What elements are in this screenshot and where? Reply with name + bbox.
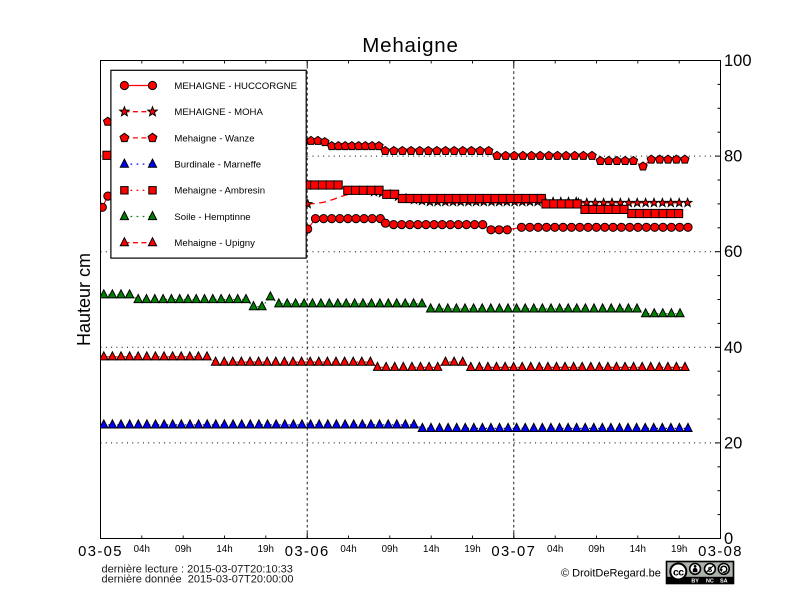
svg-text:09h: 09h bbox=[588, 544, 604, 555]
svg-text:19h: 19h bbox=[258, 544, 274, 555]
svg-text:09h: 09h bbox=[382, 544, 398, 555]
svg-text:14h: 14h bbox=[216, 544, 232, 555]
svg-text:60: 60 bbox=[724, 243, 742, 261]
svg-text:dernière lecture : 2015-03-07T: dernière lecture : 2015-03-07T20:10:33 bbox=[102, 564, 293, 576]
svg-text:© DroitDeRegard.be: © DroitDeRegard.be bbox=[561, 567, 661, 579]
svg-text:14h: 14h bbox=[630, 544, 646, 555]
svg-text:Mehaigne - Wanze: Mehaigne - Wanze bbox=[174, 133, 254, 144]
svg-text:40: 40 bbox=[724, 339, 742, 357]
svg-text:Soile - Hemptinne: Soile - Hemptinne bbox=[174, 212, 250, 223]
svg-text:04h: 04h bbox=[547, 544, 563, 555]
svg-text:19h: 19h bbox=[671, 544, 687, 555]
svg-text:Mehaigne - Ambresin: Mehaigne - Ambresin bbox=[174, 186, 265, 197]
svg-text:03-05: 03-05 bbox=[78, 544, 123, 560]
svg-text:100: 100 bbox=[724, 52, 752, 70]
svg-text:Mehaigne - Upigny: Mehaigne - Upigny bbox=[174, 238, 255, 249]
svg-text:14h: 14h bbox=[423, 544, 439, 555]
svg-text:09h: 09h bbox=[175, 544, 191, 555]
svg-text:dernière donnée 2015-03-07T20: dernière donnée 2015-03-07T20:00:00 bbox=[102, 573, 294, 585]
svg-text:04h: 04h bbox=[134, 544, 150, 555]
svg-text:cc: cc bbox=[673, 566, 684, 578]
svg-text:MEHAIGNE - HUCCORGNE: MEHAIGNE - HUCCORGNE bbox=[174, 81, 297, 92]
svg-text:BY: BY bbox=[691, 579, 699, 585]
svg-text:$: $ bbox=[708, 565, 713, 574]
svg-text:03-08: 03-08 bbox=[698, 544, 743, 560]
svg-text:20: 20 bbox=[724, 434, 742, 452]
svg-text:Mehaigne: Mehaigne bbox=[362, 34, 458, 57]
svg-text:03-07: 03-07 bbox=[491, 544, 536, 560]
svg-text:19h: 19h bbox=[464, 544, 480, 555]
svg-text:04h: 04h bbox=[340, 544, 356, 555]
svg-text:03-06: 03-06 bbox=[285, 544, 330, 560]
svg-text:MEHAIGNE - MOHA: MEHAIGNE - MOHA bbox=[174, 107, 263, 118]
svg-text:SA: SA bbox=[720, 579, 728, 585]
svg-text:0: 0 bbox=[724, 530, 733, 548]
svg-text:Hauteur cm: Hauteur cm bbox=[74, 253, 94, 346]
svg-text:Burdinale - Marneffe: Burdinale - Marneffe bbox=[174, 160, 261, 171]
svg-text:NC: NC bbox=[706, 579, 714, 585]
svg-text:80: 80 bbox=[724, 148, 742, 166]
